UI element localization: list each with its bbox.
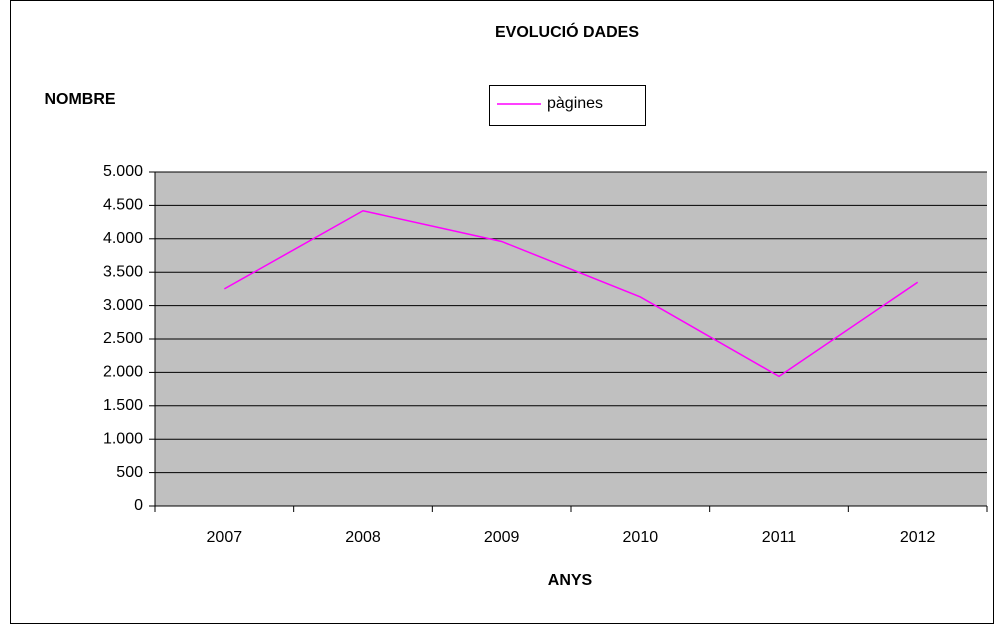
- y-tick-label: 5.000: [103, 163, 143, 180]
- data-line: [223, 209, 919, 378]
- y-tick-label: 2.000: [103, 364, 143, 381]
- y-tick-label: 3.500: [103, 263, 143, 280]
- x-tick-label: 2007: [207, 529, 243, 546]
- y-tick-label: 3.000: [103, 297, 143, 314]
- legend-box: [489, 85, 646, 126]
- y-tick-label: 500: [116, 464, 143, 481]
- x-tick-label: 2010: [623, 529, 659, 546]
- x-tick-label: 2008: [345, 529, 381, 546]
- x-tick-label: 2011: [762, 529, 797, 546]
- y-tick-label: 1.500: [103, 397, 143, 414]
- y-axis-label: NOMBRE: [44, 91, 115, 108]
- chart-title: EVOLUCIÓ DADES: [495, 22, 639, 41]
- legend-label: pàgines: [547, 95, 603, 112]
- x-axis-label: ANYS: [548, 572, 593, 589]
- y-tick-label: 1.000: [103, 430, 143, 447]
- x-tick-label: 2012: [900, 529, 936, 546]
- y-tick-label: 0: [134, 497, 143, 514]
- x-tick-label: 2009: [484, 529, 520, 546]
- y-tick-label: 2.500: [103, 330, 143, 347]
- y-tick-label: 4.500: [103, 197, 143, 214]
- y-tick-label: 4.000: [103, 230, 143, 247]
